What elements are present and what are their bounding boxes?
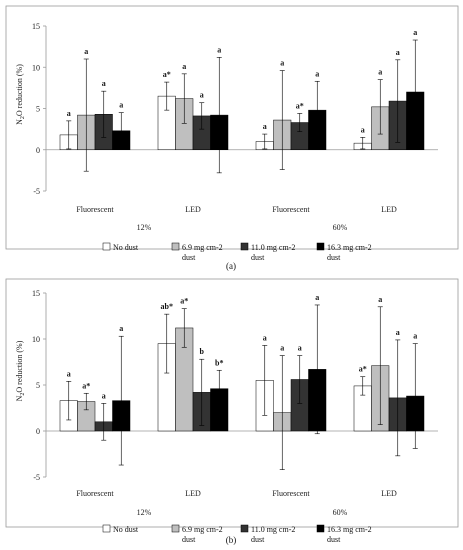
group-label: 60%	[333, 508, 348, 517]
legend-swatch	[102, 524, 111, 533]
y-tick-label: 10	[32, 335, 40, 344]
legend-label: 11.0 mg cm-2	[251, 243, 295, 252]
significance-label: a	[200, 91, 204, 100]
significance-label: a	[119, 324, 123, 333]
significance-label: a	[84, 47, 88, 56]
significance-label: a	[280, 59, 284, 68]
legend-swatch	[240, 524, 249, 533]
legend-label: No dust	[113, 525, 139, 534]
group-label: 12%	[137, 508, 152, 517]
significance-label: a	[378, 68, 382, 77]
panel-frame	[5, 5, 459, 250]
y-tick-label: -5	[33, 473, 40, 482]
legend-swatch	[240, 242, 249, 251]
significance-label: a	[413, 28, 417, 37]
y-axis-label: N2O reduction (%)	[15, 340, 26, 401]
panel-caption: (b)	[226, 535, 237, 545]
legend-label-line2: dust	[251, 535, 265, 544]
significance-label: a	[396, 328, 400, 337]
significance-label: a	[67, 369, 71, 378]
y-tick-label: -5	[33, 187, 40, 196]
legend-label: 6.9 mg cm-2	[182, 243, 223, 252]
legend-label-line2: dust	[327, 535, 341, 544]
legend-label-line2: dust	[251, 253, 265, 262]
legend-label: No dust	[113, 243, 139, 252]
significance-label: a*	[359, 365, 367, 374]
significance-label: b*	[215, 358, 223, 367]
significance-label: a	[413, 332, 417, 341]
legend-swatch	[316, 242, 325, 251]
legend-label: 16.3 mg cm-2	[327, 243, 372, 252]
y-tick-label: 15	[32, 289, 40, 298]
legend-swatch	[171, 242, 180, 251]
panel-caption: (a)	[226, 261, 236, 271]
legend-label: 16.3 mg cm-2	[327, 525, 372, 534]
panel-frame	[5, 278, 459, 528]
y-tick-label: 0	[36, 427, 40, 436]
significance-label: a	[315, 69, 319, 78]
significance-label: a*	[163, 70, 171, 79]
significance-label: a	[263, 333, 267, 342]
legend-label: 6.9 mg cm-2	[182, 525, 223, 534]
category-label: LED	[381, 205, 397, 214]
significance-label: a*	[82, 381, 90, 390]
significance-label: a*	[296, 101, 304, 110]
significance-label: ab*	[161, 302, 173, 311]
category-label: LED	[381, 489, 397, 498]
y-tick-label: 0	[36, 146, 40, 155]
legend-label-line2: dust	[182, 535, 196, 544]
significance-label: a	[102, 391, 106, 400]
significance-label: a	[102, 79, 106, 88]
category-label: LED	[185, 205, 201, 214]
significance-label: a	[361, 125, 365, 134]
significance-label: a*	[180, 297, 188, 306]
group-label: 60%	[333, 223, 348, 232]
y-tick-label: 5	[36, 381, 40, 390]
legend-label-line2: dust	[327, 253, 341, 262]
chart-panel-a: -5 0 5 10 15 N2O reduction (%) a a a a Fluorescent…	[5, 5, 459, 271]
category-label: LED	[185, 489, 201, 498]
significance-label: b	[200, 347, 205, 356]
chart-panel-b: -5 0 5 10 15 N2O reduction (%) a a* a a Fluorescen…	[5, 278, 459, 545]
category-label: Fluorescent	[76, 205, 114, 214]
category-label: Fluorescent	[272, 205, 310, 214]
legend-swatch	[102, 242, 111, 251]
y-axis-label: N2O reduction (%)	[15, 64, 26, 125]
significance-label: a	[67, 109, 71, 118]
category-label: Fluorescent	[76, 489, 114, 498]
group-label: 12%	[137, 223, 152, 232]
significance-label: a	[119, 101, 123, 110]
significance-label: a	[396, 48, 400, 57]
significance-label: a	[182, 62, 186, 71]
legend-label: 11.0 mg cm-2	[251, 525, 295, 534]
significance-label: a	[378, 295, 382, 304]
legend-swatch	[316, 524, 325, 533]
significance-label: a	[263, 122, 267, 131]
category-label: Fluorescent	[272, 489, 310, 498]
significance-label: a	[298, 344, 302, 353]
y-tick-label: 10	[32, 63, 40, 72]
y-tick-label: 15	[32, 22, 40, 31]
legend-swatch	[171, 524, 180, 533]
legend-label-line2: dust	[182, 253, 196, 262]
significance-label: a	[280, 344, 284, 353]
significance-label: a	[315, 293, 319, 302]
y-tick-label: 5	[36, 105, 40, 114]
significance-label: a	[217, 45, 221, 54]
